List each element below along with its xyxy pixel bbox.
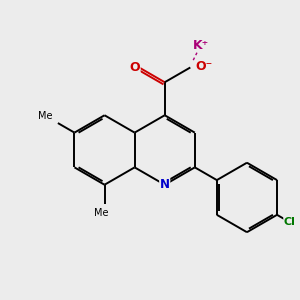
Text: O⁻: O⁻: [196, 60, 213, 74]
Text: K⁺: K⁺: [193, 39, 209, 52]
Text: Me: Me: [38, 111, 52, 121]
Text: N: N: [160, 178, 170, 191]
Text: O: O: [129, 61, 140, 74]
Text: Cl: Cl: [284, 217, 296, 227]
Text: Me: Me: [94, 208, 109, 218]
